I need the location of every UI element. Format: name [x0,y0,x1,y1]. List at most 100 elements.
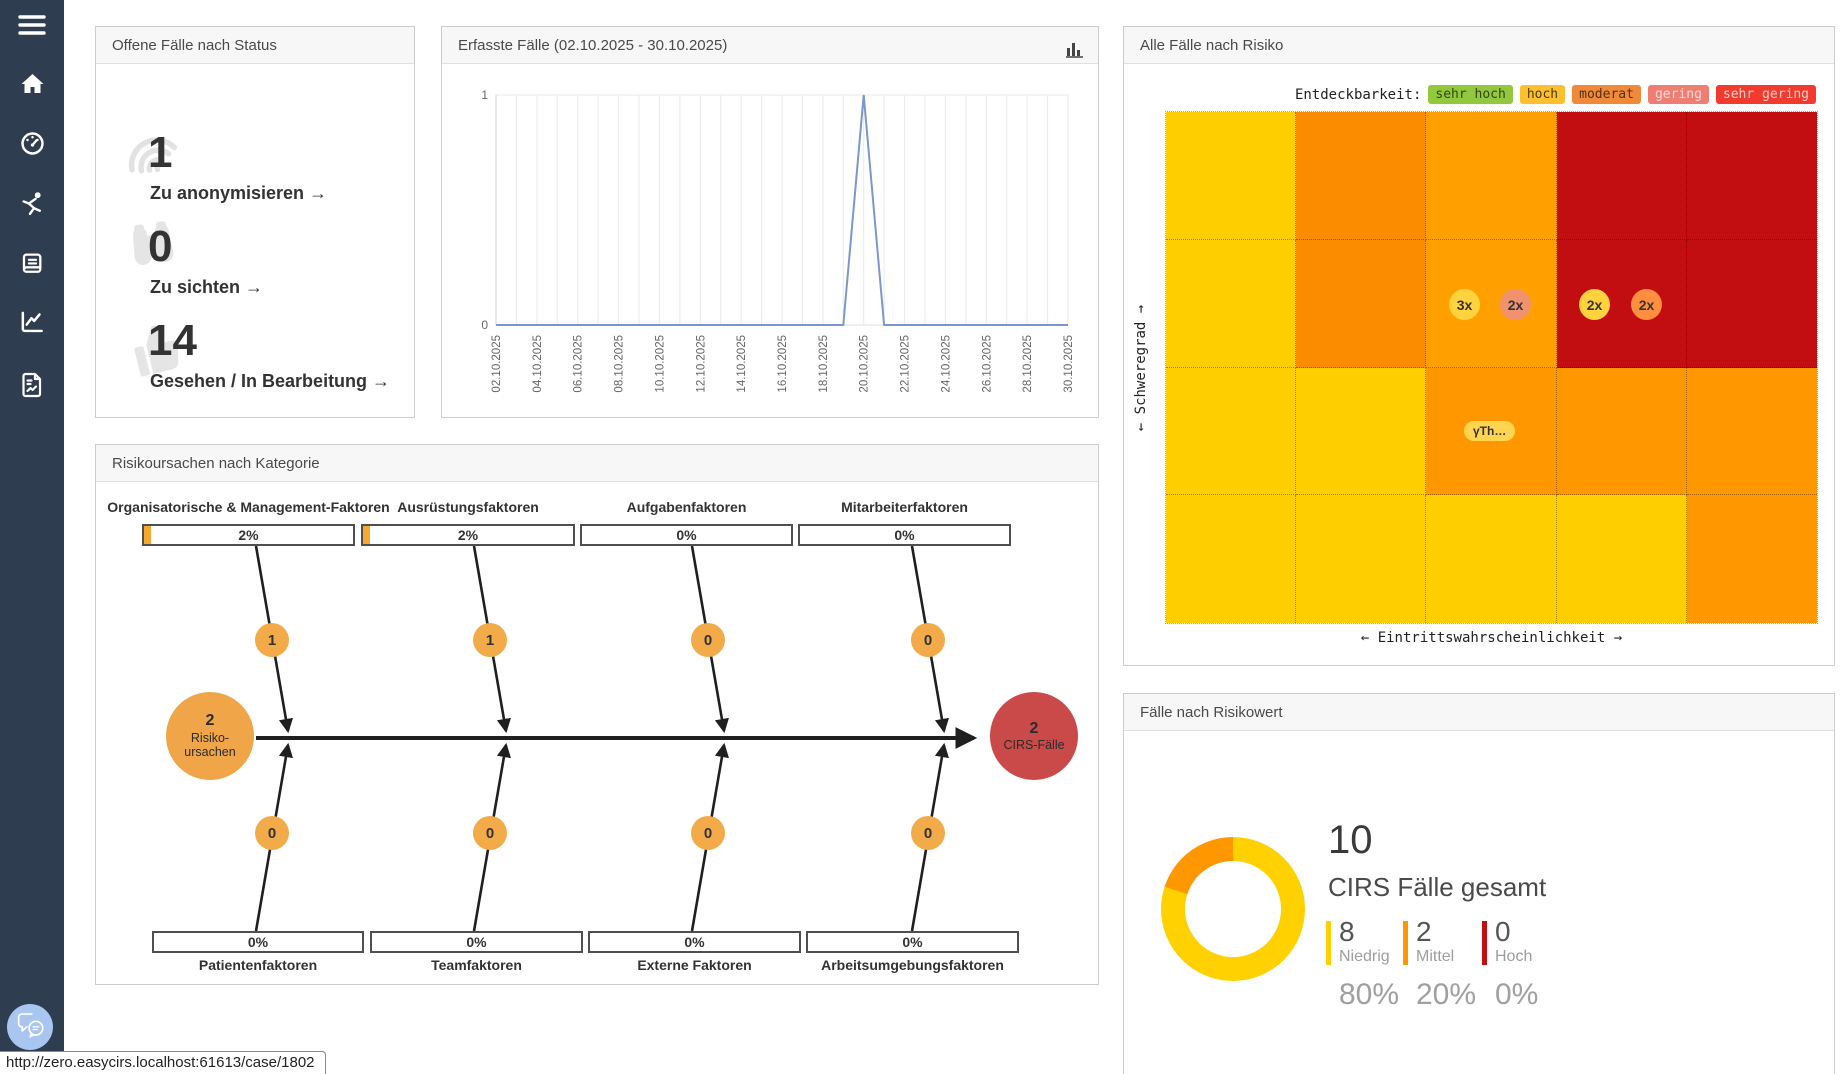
legend-percent: 80% [1339,978,1400,1011]
category-percent-bar: 0% [806,931,1019,953]
legend-percent: 0% [1495,978,1539,1011]
svg-text:0: 0 [481,318,488,332]
sidebar-item-logbook[interactable] [0,242,64,286]
card-title-row: Erfasste Fälle (02.10.2025 - 30.10.2025) [442,27,1098,64]
sidebar-item-dashboard[interactable] [0,121,64,165]
chat-fab-button[interactable] [7,1004,53,1050]
menu-button[interactable] [0,3,64,47]
stat-review[interactable]: 0 Zu sichten → [120,217,390,317]
matrix-cell [1556,495,1687,623]
legend-item-hoch: 0 Hoch 0% [1482,918,1538,1012]
person-falling-icon [19,190,46,217]
risk-marker-2x-c[interactable]: 2x [1631,289,1662,320]
matrix-cell [1426,239,1557,368]
matrix-cell [1166,367,1297,496]
category-percent-bar: 0% [798,524,1011,546]
svg-text:20.10.2025: 20.10.2025 [859,335,871,393]
branch-count: 0 [911,816,945,850]
probability-axis-label: ← Eintrittswahrscheinlichkeit → [1360,630,1623,646]
node-value: 2 [205,712,215,730]
card-title: Offene Fälle nach Status [96,27,414,64]
category-label: Externe Faktoren [637,957,752,973]
stat-count: 14 [148,316,197,365]
matrix-cell [1296,367,1427,496]
matrix-cell [1556,239,1687,368]
case-label-pill[interactable]: γTh… [1464,421,1516,441]
book-icon [19,251,46,278]
matrix-cell [1686,367,1817,496]
risk-marker-2x-a[interactable]: 2x [1500,289,1531,320]
node-label: Risiko- [190,730,230,745]
legend-count: 8 [1339,916,1355,947]
legend-color-bar [1403,921,1408,965]
svg-text:28.10.2025: 28.10.2025 [1022,335,1034,393]
status-url-bar: http://zero.easycirs.localhost:61613/cas… [0,1051,326,1074]
category-percent-bar: 2% [142,524,355,546]
stat-anonymize[interactable]: 1 Zu anonymisieren → [120,123,390,223]
risk-causes-node: 2 Risiko- ursachen [166,692,254,780]
binoculars-icon [120,217,186,284]
category-label: Ausrüstungsfaktoren [397,499,539,515]
category-percent-bar: 2% [361,524,575,546]
hamburger-icon [17,12,47,38]
stat-label: Zu anonymisieren → [150,183,328,203]
matrix-cell [1426,112,1557,240]
svg-text:26.10.2025: 26.10.2025 [981,335,993,393]
category-label: Teamfaktoren [431,957,522,973]
category-percent-bar: 0% [580,524,793,546]
sidebar-item-home[interactable] [0,62,64,106]
svg-text:12.10.2025: 12.10.2025 [695,335,707,393]
sidebar-item-incidents[interactable] [0,181,64,225]
legend-label: Hoch [1495,948,1533,965]
legend-label: Entdeckbarkeit: [1294,86,1422,103]
file-chart-icon [19,371,45,399]
svg-text:02.10.2025: 02.10.2025 [491,335,503,393]
svg-text:22.10.2025: 22.10.2025 [900,335,912,393]
fingerprint-icon [120,123,186,188]
recorded-cases-card: Erfasste Fälle (02.10.2025 - 30.10.2025)… [441,26,1099,418]
detectability-legend: Entdeckbarkeit: sehr hoch hoch moderat g… [1124,85,1816,104]
risk-matrix-card: Alle Fälle nach Risiko Entdeckbarkeit: s… [1123,26,1835,666]
category-label: Organisatorische & Management-Faktoren [107,499,390,515]
svg-text:1: 1 [481,88,488,102]
branch-count: 1 [255,623,289,657]
svg-text:30.10.2025: 30.10.2025 [1063,335,1075,393]
risk-marker-2x-b[interactable]: 2x [1579,289,1610,320]
legend-badge-hoch: hoch [1519,85,1566,104]
matrix-cell [1166,239,1297,368]
matrix-cell [1296,495,1427,623]
legend-count: 0 [1495,916,1511,947]
category-label: Aufgabenfaktoren [626,499,747,515]
gauge-icon [19,130,46,157]
total-cases: 10 [1328,818,1373,862]
stat-label: Gesehen / In Bearbeitung → [150,371,391,391]
matrix-cell [1556,367,1687,496]
thumbs-up-icon [120,311,190,384]
stat-in-progress[interactable]: 14 Gesehen / In Bearbeitung → [120,311,390,411]
bar-chart-toggle-icon[interactable] [1064,36,1084,58]
total-cases-label: CIRS Fälle gesamt [1328,872,1547,902]
matrix-cell [1426,495,1557,623]
sidebar-item-reports[interactable] [0,363,64,407]
legend-badge-sehr-hoch: sehr hoch [1428,85,1513,104]
svg-text:14.10.2025: 14.10.2025 [736,335,748,393]
category-percent-bar: 0% [588,931,801,953]
home-icon [19,71,46,97]
legend-badge-gering: gering [1647,85,1709,104]
matrix-cell [1686,112,1817,240]
severity-axis-label: ← Schweregrad → [1133,304,1149,431]
matrix-cell [1166,112,1297,240]
node-label: ursachen [184,745,236,760]
chat-bubbles-icon [10,1005,50,1050]
risk-matrix-grid [1165,111,1818,624]
svg-text:08.10.2025: 08.10.2025 [614,335,626,393]
risk-marker-3x[interactable]: 3x [1449,289,1480,320]
category-percent-bar: 0% [152,931,364,953]
matrix-cell [1296,239,1427,368]
stat-label: Zu sichten → [150,277,264,297]
node-value: 2 [1029,719,1039,737]
sidebar-item-statistics[interactable] [0,300,64,344]
matrix-cell [1686,495,1817,623]
svg-text:10.10.2025: 10.10.2025 [654,335,666,393]
